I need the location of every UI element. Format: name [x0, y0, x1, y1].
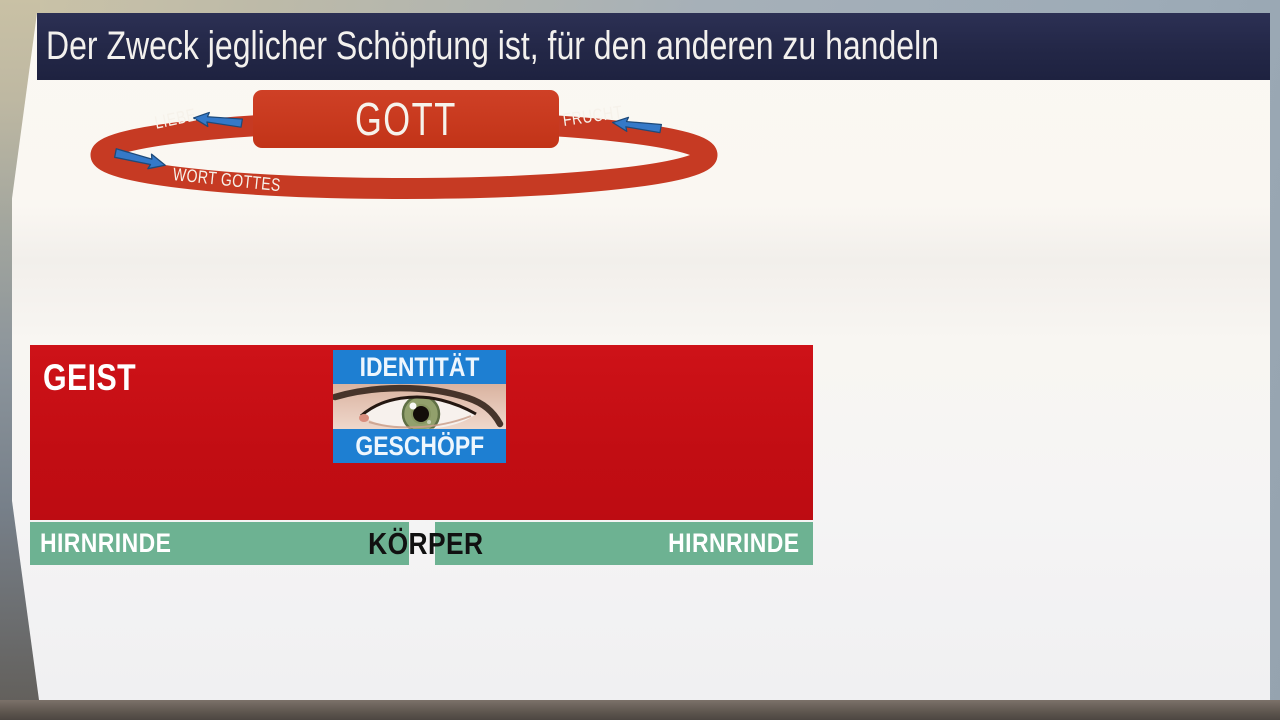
identity-top-bar: IDENTITÄT — [333, 350, 506, 384]
gott-node: GOTT — [253, 90, 559, 148]
gott-label: GOTT — [355, 93, 457, 145]
geschoepf-label: GESCHÖPF — [355, 431, 484, 461]
slide-title: Der Zweck jeglicher Schöpfung ist, für d… — [46, 24, 939, 68]
hirnrinde-right-text: HIRNRINDE — [668, 528, 800, 558]
hirnrinde-left-text: HIRNRINDE — [40, 528, 172, 558]
slide-title-bar: Der Zweck jeglicher Schöpfung ist, für d… — [37, 13, 1270, 80]
cortex-bar-right — [435, 522, 813, 565]
koerper-text: KÖRPER — [368, 526, 484, 561]
hirnrinde-left-label: HIRNRINDE — [40, 522, 195, 565]
eye-photo-icon — [333, 384, 506, 429]
geist-label: GEIST — [43, 357, 137, 398]
cortex-bar-left — [30, 522, 409, 565]
identity-block: IDENTITÄT — [333, 350, 506, 463]
hirnrinde-right-label: HIRNRINDE — [613, 522, 800, 565]
right-arrow-icon — [114, 148, 166, 170]
left-arrow-icon — [192, 111, 243, 128]
identity-label: IDENTITÄT — [359, 352, 480, 382]
koerper-label: KÖRPER — [358, 522, 490, 565]
left-arrow-icon — [612, 116, 663, 134]
identity-bottom-bar: GESCHÖPF — [333, 429, 506, 463]
photo-frame-bottom-edge — [0, 700, 1280, 720]
